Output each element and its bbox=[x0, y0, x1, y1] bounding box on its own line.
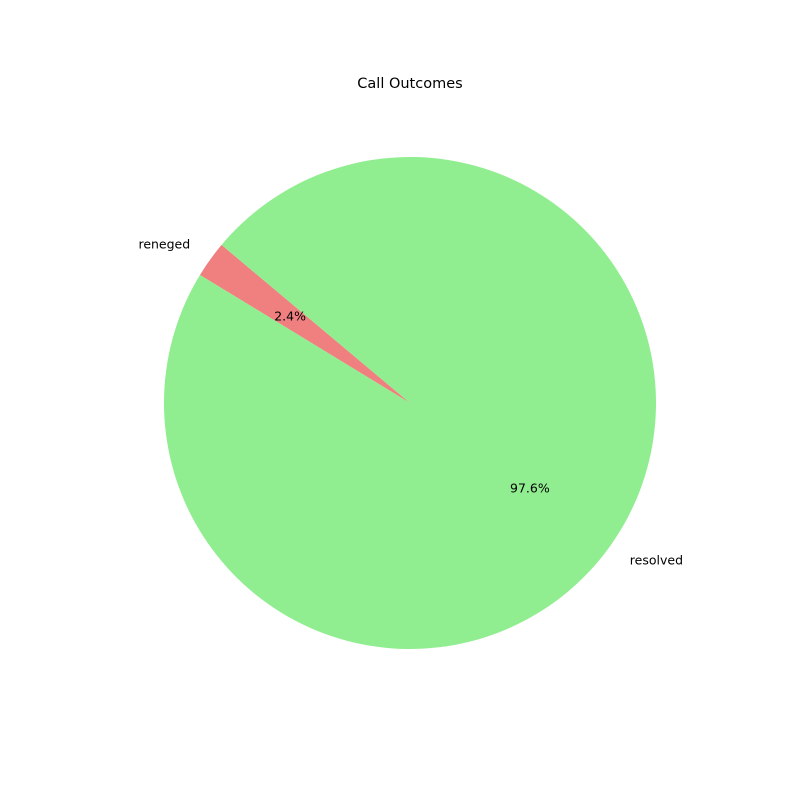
slice-label-resolved: resolved bbox=[630, 552, 683, 567]
pie-slices bbox=[163, 157, 656, 649]
pie-slice-resolved bbox=[163, 157, 656, 649]
slice-label-reneged: reneged bbox=[138, 237, 190, 252]
pct-label-resolved: 97.6% bbox=[510, 481, 550, 496]
pct-label-reneged: 2.4% bbox=[274, 308, 306, 323]
pie-slice-reneged bbox=[199, 244, 410, 403]
pie-labels: reneged 2.4% resolved 97.6% bbox=[138, 237, 683, 568]
chart-title: Call Outcomes bbox=[357, 76, 462, 92]
